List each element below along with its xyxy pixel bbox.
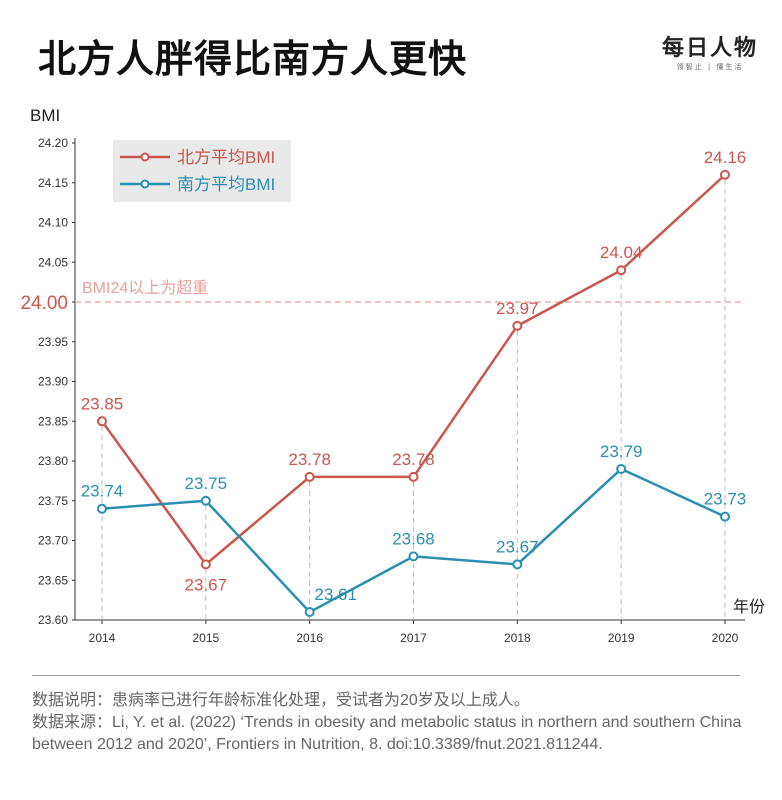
x-tick-label: 2014: [89, 631, 116, 645]
y-axis-label: BMI: [30, 106, 60, 125]
data-point: [97, 503, 107, 514]
data-point: [200, 559, 211, 570]
x-tick-label: 2016: [296, 631, 323, 645]
data-point: [616, 265, 627, 276]
line-chart: BMI 年份 23.60 23.65 23.70 23.75 23.80 23.85 23.90…: [20, 106, 765, 645]
x-tick-label: 2015: [192, 631, 219, 645]
data-label: 23.73: [704, 490, 747, 509]
y-tick-label: 24.10: [38, 216, 68, 230]
data-label: 23.61: [314, 585, 357, 604]
legend: [113, 140, 291, 202]
data-label: 24.16: [704, 148, 747, 167]
data-point: [408, 551, 419, 562]
data-label: 23.67: [496, 537, 539, 556]
y-tick-label: 24.15: [38, 176, 68, 190]
y-tick-label: 24.00: [20, 293, 68, 314]
logo-text: 每日人物: [662, 36, 759, 61]
data-point: [512, 559, 523, 570]
data-label: 23.97: [496, 299, 539, 318]
y-tick-label: 23.90: [38, 375, 68, 389]
y-tick-label: 23.60: [38, 613, 68, 627]
data-point: [512, 320, 523, 331]
y-tick-label: 23.85: [38, 414, 68, 428]
data-label: 24.04: [600, 243, 643, 262]
y-tick-label: 23.95: [38, 335, 68, 349]
footer: 数据说明：患病率已进行年龄标准化处理，受试者为20岁及以上成人。 数据来源：Li…: [32, 690, 752, 756]
data-label: 23.74: [81, 482, 124, 501]
legend-label: 南方平均BMI: [177, 175, 275, 194]
y-tick-label: 24.20: [38, 136, 68, 150]
reference-line-label: BMI24以上为超重: [82, 279, 208, 297]
y-tick-label: 24.05: [38, 255, 68, 269]
data-note: 数据说明：患病率已进行年龄标准化处理，受试者为20岁及以上成人。: [32, 692, 530, 709]
x-tick-label: 2019: [608, 631, 635, 645]
data-point: [408, 471, 419, 482]
y-tick-label: 23.75: [38, 494, 68, 508]
x-tick-label: 2018: [504, 631, 531, 645]
page-title: 北方人胖得比南方人更快: [38, 37, 468, 81]
legend-label: 北方平均BMI: [177, 148, 275, 167]
data-point: [616, 463, 627, 474]
legend-marker: [140, 152, 150, 162]
x-tick-label: 2020: [712, 631, 739, 645]
data-source: 数据来源：Li, Y. et al. (2022) ‘Trends in obe…: [32, 714, 742, 753]
data-point: [720, 169, 730, 180]
divider: [32, 675, 740, 676]
data-point: [720, 511, 730, 522]
y-tick-label: 23.65: [38, 573, 68, 587]
data-point: [304, 471, 315, 482]
series-line-0: [100, 173, 726, 567]
data-label: 23.68: [392, 529, 435, 548]
data-label: 23.75: [185, 474, 228, 493]
data-label: 23.85: [81, 394, 124, 413]
data-label: 23.78: [392, 450, 435, 469]
logo: 每日人物 领智止 | 懂生活: [662, 30, 758, 72]
legend-marker: [140, 179, 150, 189]
data-label: 23.67: [185, 575, 228, 594]
data-point: [304, 607, 315, 618]
y-tick-label: 23.80: [38, 454, 68, 468]
x-tick-label: 2017: [400, 631, 427, 645]
data-label: 23.78: [288, 450, 331, 469]
x-axis-label: 年份: [733, 598, 765, 616]
logo-tagline: 领智止 | 懂生活: [676, 63, 744, 71]
data-point: [200, 495, 211, 506]
data-point: [97, 416, 107, 427]
data-label: 23.79: [600, 442, 643, 461]
y-tick-label: 23.70: [38, 534, 68, 548]
